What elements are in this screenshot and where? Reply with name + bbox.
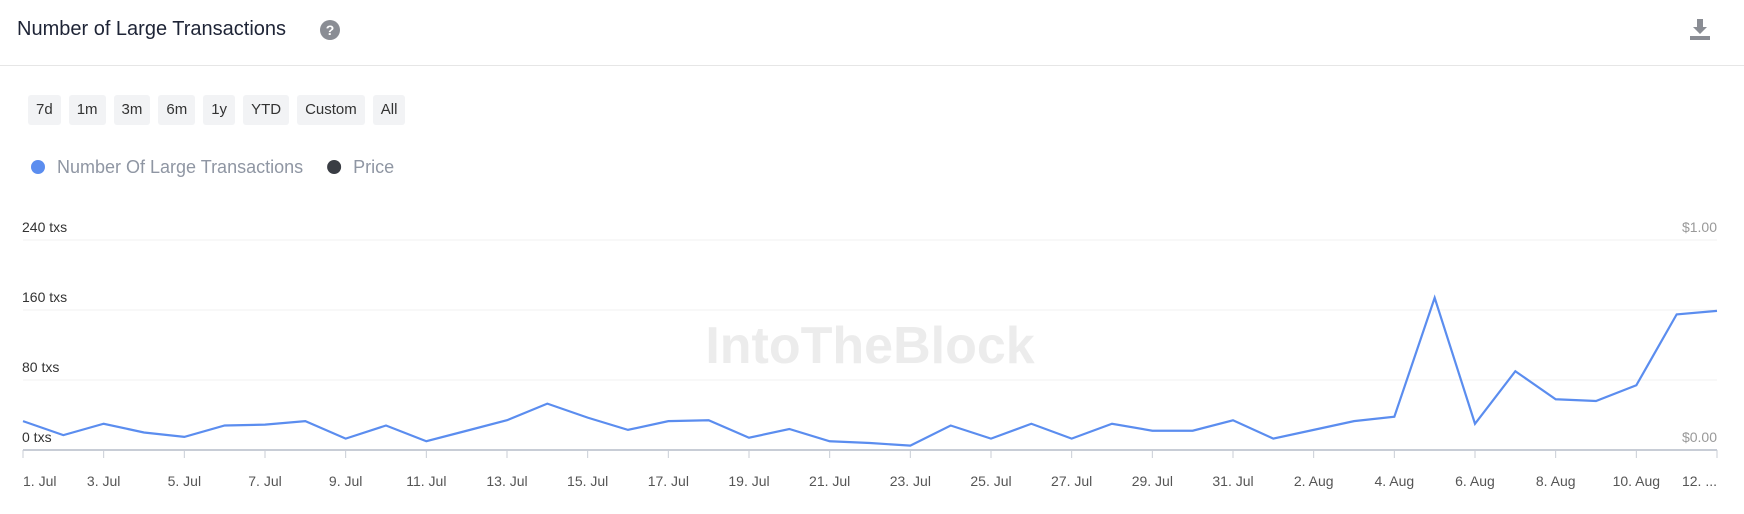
x-tick-label: 25. Jul	[970, 473, 1011, 489]
range-button[interactable]: 7d	[28, 95, 61, 125]
range-button[interactable]: 1y	[203, 95, 236, 125]
x-tick-label: 23. Jul	[890, 473, 931, 489]
x-tick-label: 6. Aug	[1455, 473, 1495, 489]
series-line	[22, 294, 1718, 447]
range-button[interactable]: 6m	[158, 95, 196, 125]
x-tick-label: 13. Jul	[486, 473, 527, 489]
x-tick-label: 5. Jul	[168, 473, 201, 489]
x-tick-label: 4. Aug	[1374, 473, 1414, 489]
x-tick-label: 29. Jul	[1132, 473, 1173, 489]
y2-tick-label: $0.00	[1682, 429, 1717, 445]
x-tick-label: 7. Jul	[248, 473, 281, 489]
watermark: IntoTheBlock	[705, 317, 1034, 375]
x-tick-label: 12. ...	[1682, 473, 1717, 489]
range-button[interactable]: 1m	[68, 95, 106, 125]
y-tick-label: 160 txs	[22, 289, 67, 305]
legend-label: Price	[353, 157, 394, 177]
x-tick-label: 9. Jul	[329, 473, 362, 489]
title: Number of Large Transactions	[17, 18, 287, 40]
x-tick-label: 17. Jul	[648, 473, 689, 489]
y-tick-label: 240 txs	[22, 219, 67, 235]
x-tick-label: 1. Jul	[23, 473, 56, 489]
x-tick-label: 2. Aug	[1294, 473, 1334, 489]
y2-tick-label: $1.00	[1682, 219, 1717, 235]
range-button[interactable]: YTD	[243, 95, 290, 125]
x-tick-label: 31. Jul	[1212, 473, 1253, 489]
help-icon[interactable]: ?	[320, 20, 340, 40]
x-tick-label: 10. Aug	[1613, 473, 1661, 489]
x-tick-label: 15. Jul	[567, 473, 608, 489]
range-buttons: 7d 1m 3m 6m 1y YTD Custom All	[28, 95, 406, 125]
x-tick-label: 19. Jul	[728, 473, 769, 489]
range-button[interactable]: Custom	[297, 95, 365, 125]
legend-marker	[327, 160, 342, 174]
header: Number of Large Transactions ?	[0, 0, 1744, 66]
y-tick-label: 0 txs	[22, 429, 52, 445]
x-tick-label: 3. Jul	[87, 473, 120, 489]
range-button[interactable]: All	[372, 95, 406, 125]
x-tick-label: 8. Aug	[1536, 473, 1576, 489]
x-tick-label: 21. Jul	[809, 473, 850, 489]
legend-marker	[31, 160, 45, 174]
x-tick-label: 27. Jul	[1051, 473, 1092, 489]
x-tick-label: 11. Jul	[406, 473, 446, 489]
y-tick-label: 80 txs	[22, 359, 59, 375]
download-button[interactable]	[1688, 17, 1712, 41]
legend-label: Number Of Large Transactions	[57, 157, 303, 177]
range-button[interactable]: 3m	[113, 95, 151, 125]
